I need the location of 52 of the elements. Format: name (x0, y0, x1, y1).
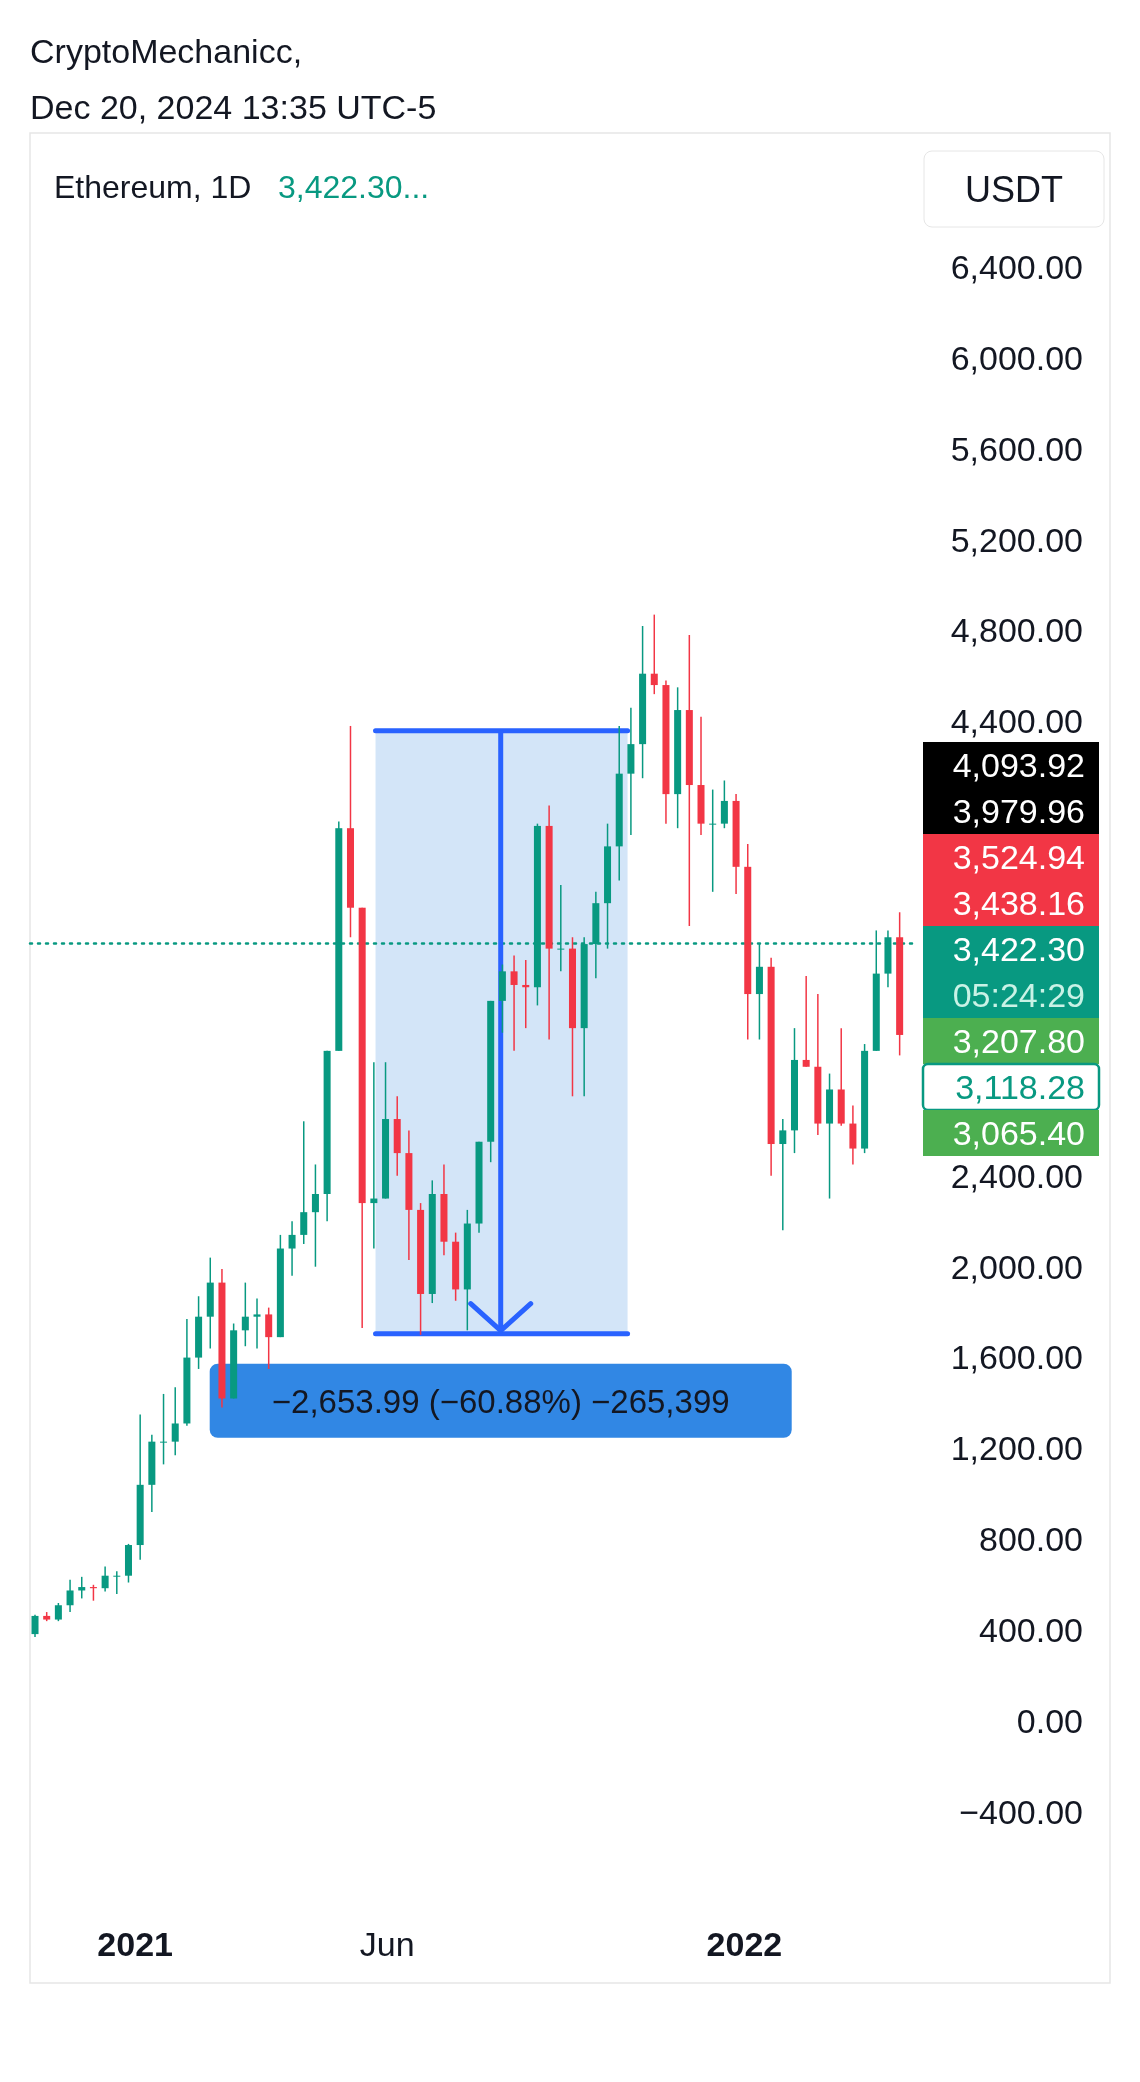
annotation: −2,653.99 (−60.88%) −265,399 (271, 1382, 730, 1420)
y-tick-label: 2,400.00 (950, 1156, 1083, 1195)
text: 4,093.92 (952, 745, 1085, 784)
x-tick-label: Jun (359, 1925, 415, 1963)
candlestick (66, 1579, 74, 1613)
text: CryptoMechanicc, (30, 32, 303, 70)
text: 3,438.16 (952, 883, 1085, 922)
y-tick-label: 6,000.00 (950, 338, 1083, 377)
candlestick (31, 1614, 39, 1638)
y-tick-label: 1,600.00 (950, 1338, 1083, 1377)
x-tick-label: 2021 (97, 1925, 173, 1963)
text: 3,422.30 (952, 929, 1085, 968)
candlestick (300, 1120, 308, 1245)
candlestick (54, 1602, 62, 1622)
y-axis-title: USDT (965, 169, 1064, 210)
chart-title: Ethereum, 1D (54, 169, 252, 205)
candlestick (510, 954, 518, 1052)
candlestick (160, 1393, 168, 1466)
y-tick-label: −400.00 (959, 1792, 1083, 1831)
candlestick (720, 779, 728, 829)
text: 3,118.28 (955, 1067, 1085, 1106)
y-tick-label: 4,400.00 (950, 702, 1083, 741)
unit-button: USDT (923, 150, 1105, 228)
candlestick (171, 1386, 179, 1457)
y-tick-label: 0.00 (1016, 1702, 1083, 1741)
y-tick-label: 800.00 (979, 1520, 1083, 1559)
text: 3,524.94 (952, 837, 1085, 876)
text: 3,065.40 (952, 1113, 1085, 1152)
text: 05:24:29 (952, 975, 1085, 1014)
y-tick-label: 1,200.00 (950, 1429, 1083, 1468)
y-tick-label: 5,600.00 (950, 429, 1083, 468)
x-tick-label: 2022 (706, 1925, 783, 1963)
candlestick (101, 1565, 109, 1593)
y-tick-label: 400.00 (979, 1611, 1083, 1650)
candlestick (709, 788, 717, 893)
y-tick-label: 2,000.00 (950, 1247, 1083, 1286)
text: 3,207.80 (952, 1021, 1085, 1060)
text: Dec 20, 2024 13:35 UTC-5 (30, 88, 437, 126)
candlestick (241, 1281, 249, 1347)
candlestick (253, 1297, 261, 1350)
y-tick-label: 6,400.00 (950, 247, 1083, 286)
candlestick (802, 975, 810, 1068)
y-tick-label: 4,800.00 (950, 611, 1083, 650)
candlestick (311, 1163, 319, 1268)
candlestick (779, 1118, 787, 1232)
candlestick (265, 1306, 273, 1370)
candlestick (650, 613, 658, 695)
text: 3,979.96 (952, 791, 1085, 830)
chart-subtitle: 3,422.30... (278, 169, 430, 205)
y-tick-label: 5,200.00 (950, 520, 1083, 559)
candlestick (113, 1570, 121, 1595)
candlestick (288, 1220, 296, 1277)
